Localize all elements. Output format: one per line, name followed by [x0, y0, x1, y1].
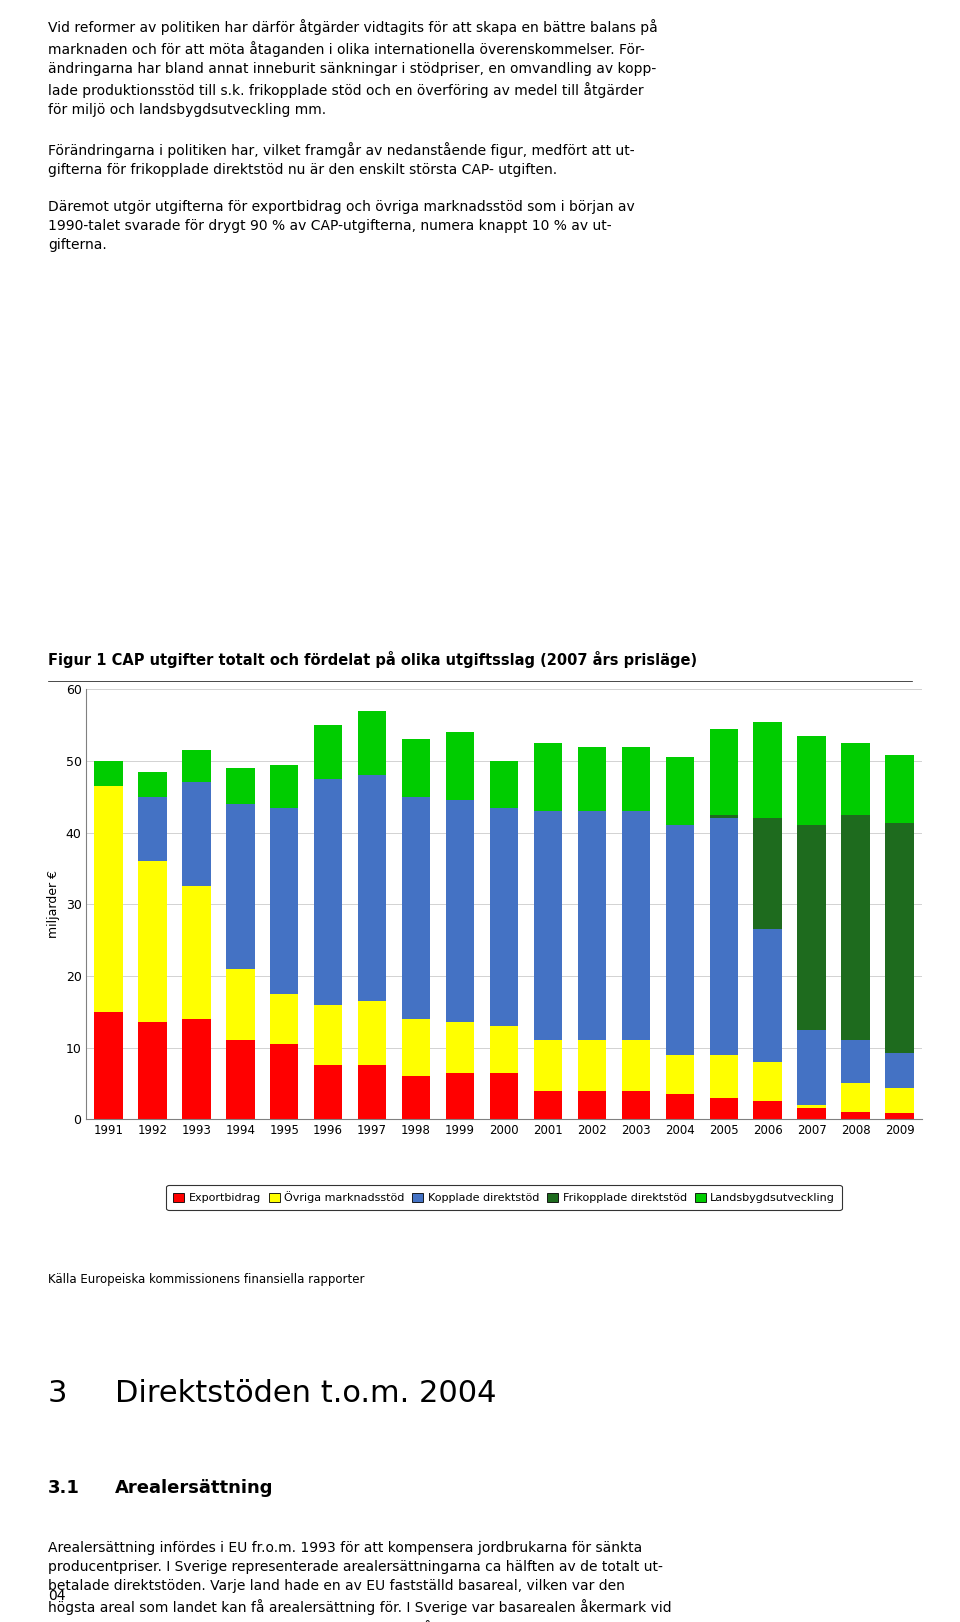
Bar	[709, 814, 738, 817]
Bar	[490, 808, 518, 1027]
Bar	[578, 746, 606, 811]
Bar	[138, 772, 167, 796]
Bar	[798, 826, 826, 1030]
Bar	[402, 1077, 430, 1119]
Bar	[534, 1090, 563, 1119]
Bar	[841, 814, 870, 1040]
Text: 3: 3	[48, 1379, 67, 1408]
Bar	[314, 1066, 343, 1119]
Y-axis label: miljarder €: miljarder €	[47, 871, 60, 938]
Text: 04: 04	[48, 1588, 65, 1603]
Bar	[358, 1066, 387, 1119]
Bar	[665, 1054, 694, 1095]
Bar	[182, 751, 210, 782]
Bar	[358, 775, 387, 1001]
Bar	[182, 782, 210, 886]
Bar	[94, 761, 123, 787]
Bar	[534, 811, 563, 1040]
Bar	[885, 1113, 914, 1119]
Bar	[402, 740, 430, 796]
Bar	[754, 1101, 782, 1119]
Bar	[885, 1053, 914, 1088]
Bar	[314, 725, 343, 779]
Bar	[490, 761, 518, 808]
Bar	[885, 1088, 914, 1113]
Bar	[709, 817, 738, 1054]
Bar	[490, 1027, 518, 1072]
Bar	[94, 1012, 123, 1119]
Bar	[754, 1062, 782, 1101]
Bar	[270, 994, 299, 1045]
Bar	[182, 1019, 210, 1119]
Bar	[226, 769, 254, 805]
Bar	[754, 929, 782, 1062]
Bar	[578, 811, 606, 1040]
Text: 3.1: 3.1	[48, 1479, 80, 1497]
Bar	[841, 1113, 870, 1119]
Bar	[490, 1072, 518, 1119]
Bar	[534, 1040, 563, 1090]
Bar	[445, 1022, 474, 1072]
Bar	[445, 800, 474, 1022]
Bar	[798, 1108, 826, 1119]
Bar	[314, 1004, 343, 1066]
Bar	[182, 886, 210, 1019]
Bar	[798, 1030, 826, 1105]
Bar	[94, 787, 123, 1012]
Bar	[226, 805, 254, 968]
Bar	[841, 1083, 870, 1113]
Bar	[226, 1040, 254, 1119]
Bar	[665, 757, 694, 826]
Bar	[665, 826, 694, 1054]
Bar	[445, 733, 474, 800]
Bar	[621, 1090, 650, 1119]
Bar	[138, 1022, 167, 1119]
Bar	[754, 722, 782, 817]
Text: Källa Europeiska kommissionens finansiella rapporter: Källa Europeiska kommissionens finansiel…	[48, 1273, 365, 1286]
Bar	[621, 746, 650, 811]
Bar	[798, 736, 826, 826]
Bar	[621, 1040, 650, 1090]
Bar	[138, 861, 167, 1022]
Bar	[798, 1105, 826, 1108]
Legend: Exportbidrag, Övriga marknadsstöd, Kopplade direktstöd, Frikopplade direktstöd, : Exportbidrag, Övriga marknadsstöd, Koppl…	[166, 1186, 842, 1210]
Bar	[754, 819, 782, 929]
Bar	[358, 1001, 387, 1066]
Bar	[138, 796, 167, 861]
Bar	[709, 1054, 738, 1098]
Bar	[709, 728, 738, 814]
Bar	[534, 743, 563, 811]
Bar	[665, 1095, 694, 1119]
Bar	[314, 779, 343, 1004]
Bar	[270, 808, 299, 994]
Bar	[226, 968, 254, 1040]
Text: Arealersättning: Arealersättning	[115, 1479, 274, 1497]
Bar	[358, 710, 387, 775]
Bar	[885, 824, 914, 1053]
Bar	[709, 1098, 738, 1119]
Bar	[270, 1045, 299, 1119]
Bar	[841, 1040, 870, 1083]
Text: Figur 1 CAP utgifter totalt och fördelat på olika utgiftsslag (2007 års prisläge: Figur 1 CAP utgifter totalt och fördelat…	[48, 652, 697, 668]
Text: Vid reformer av politiken har därför åtgärder vidtagits för att skapa en bättre : Vid reformer av politiken har därför åtg…	[48, 19, 658, 253]
Bar	[578, 1040, 606, 1090]
Bar	[402, 796, 430, 1019]
Bar	[445, 1072, 474, 1119]
Bar	[270, 764, 299, 808]
Bar	[402, 1019, 430, 1077]
Text: Direktstöden t.o.m. 2004: Direktstöden t.o.m. 2004	[115, 1379, 496, 1408]
Bar	[841, 743, 870, 814]
Text: Arealersättning infördes i EU fr.o.m. 1993 för att kompensera jordbrukarna för s: Arealersättning infördes i EU fr.o.m. 19…	[48, 1541, 672, 1622]
Bar	[578, 1090, 606, 1119]
Bar	[885, 756, 914, 824]
Bar	[621, 811, 650, 1040]
